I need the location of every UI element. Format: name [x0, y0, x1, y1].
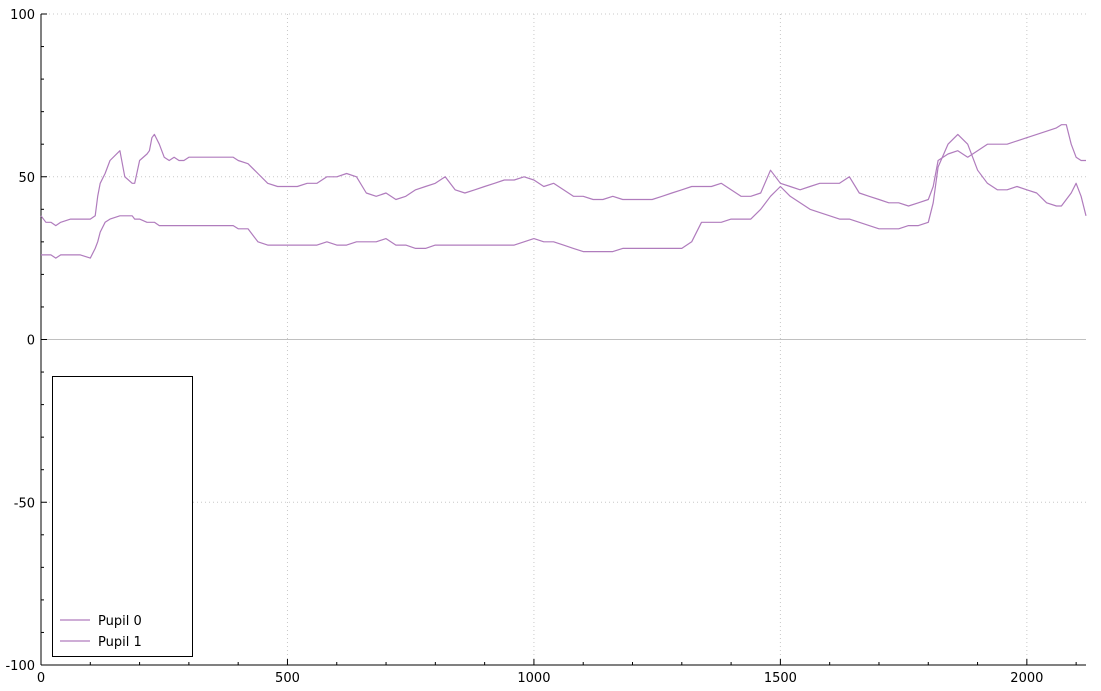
legend: Pupil 0 Pupil 1	[52, 376, 193, 657]
y-tick-label: 50	[18, 171, 35, 186]
series-line-0	[41, 133, 1087, 259]
series-line-1	[40, 124, 1086, 227]
x-tick-label: 2000	[1010, 671, 1043, 686]
legend-box	[52, 376, 193, 657]
x-tick-label: 500	[275, 671, 300, 686]
y-tick-label: 0	[27, 334, 35, 349]
grid-lines	[41, 13, 1086, 666]
legend-label-1: Pupil 1	[98, 635, 142, 650]
axes	[40, 14, 1086, 666]
legend-label-0: Pupil 0	[98, 614, 142, 629]
tick-marks: 0 500 1000 1500 2000 -100 -50 0 50 100	[5, 8, 1077, 686]
x-tick-label: 0	[37, 671, 45, 686]
y-tick-label: -50	[14, 496, 35, 511]
x-tick-label: 1500	[764, 671, 797, 686]
x-tick-label: 1000	[517, 671, 550, 686]
plot-area	[40, 124, 1087, 259]
y-tick-label: 100	[10, 8, 35, 23]
y-tick-label: -100	[5, 659, 35, 674]
